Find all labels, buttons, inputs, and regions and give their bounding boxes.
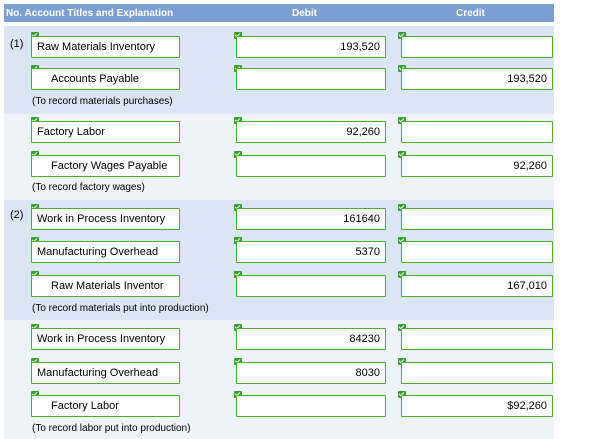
- entry-number-2: (2): [10, 209, 24, 221]
- header-no: No.: [6, 8, 23, 19]
- credit-field[interactable]: 193,520: [401, 68, 553, 90]
- entry-explanation: (To record labor put into production): [32, 423, 191, 434]
- credit-field[interactable]: [401, 121, 553, 143]
- account-field-manufacturing-overhead[interactable]: Manufacturing Overhead: [31, 362, 180, 384]
- debit-field[interactable]: [236, 68, 386, 90]
- header-no-and-titles: No. Account Titles and Explanation: [6, 8, 173, 19]
- header-titles: Account Titles and Explanation: [24, 8, 174, 19]
- account-field-factory-labor[interactable]: Factory Labor: [31, 395, 180, 417]
- debit-field[interactable]: 8030: [236, 362, 386, 384]
- check-icon: [398, 151, 406, 158]
- check-icon: [234, 237, 242, 244]
- check-icon: [234, 117, 242, 124]
- check-icon: [234, 391, 242, 398]
- debit-field[interactable]: 161640: [236, 208, 386, 230]
- credit-field[interactable]: [401, 241, 553, 263]
- check-icon: [31, 271, 39, 278]
- check-icon: [31, 324, 39, 331]
- account-field-work-in-process-inventory[interactable]: Work in Process Inventory: [31, 328, 180, 350]
- debit-field[interactable]: [236, 155, 386, 177]
- table-header: No. Account Titles and Explanation Debit…: [4, 4, 554, 22]
- check-icon: [31, 204, 39, 211]
- debit-field[interactable]: 193,520: [236, 36, 386, 58]
- check-icon: [398, 237, 406, 244]
- credit-field[interactable]: 167,010: [401, 275, 553, 297]
- debit-field[interactable]: 5370: [236, 241, 386, 263]
- check-icon: [234, 358, 242, 365]
- debit-field[interactable]: [236, 395, 386, 417]
- check-icon: [234, 151, 242, 158]
- check-icon: [398, 32, 406, 39]
- check-icon: [398, 391, 406, 398]
- account-field-factory-wages-payable[interactable]: Factory Wages Payable: [31, 155, 180, 177]
- check-icon: [234, 271, 242, 278]
- check-icon: [398, 271, 406, 278]
- check-icon: [398, 358, 406, 365]
- header-debit: Debit: [292, 8, 317, 19]
- debit-field[interactable]: [236, 275, 386, 297]
- account-field-manufacturing-overhead[interactable]: Manufacturing Overhead: [31, 241, 180, 263]
- credit-field[interactable]: [401, 208, 553, 230]
- debit-field[interactable]: 92,260: [236, 121, 386, 143]
- credit-field[interactable]: $92,260: [401, 395, 553, 417]
- check-icon: [234, 324, 242, 331]
- account-field-raw-materials-inventory[interactable]: Raw Materials Inventory: [31, 36, 180, 58]
- account-field-factory-labor[interactable]: Factory Labor: [31, 121, 180, 143]
- check-icon: [31, 151, 39, 158]
- account-field-accounts-payable[interactable]: Accounts Payable: [31, 68, 180, 90]
- credit-field[interactable]: [401, 362, 553, 384]
- check-icon: [31, 32, 39, 39]
- credit-field[interactable]: [401, 328, 553, 350]
- account-field-work-in-process-inventory[interactable]: Work in Process Inventory: [31, 208, 180, 230]
- entry-explanation: (To record factory wages): [32, 182, 145, 193]
- check-icon: [31, 117, 39, 124]
- check-icon: [234, 32, 242, 39]
- header-credit: Credit: [456, 8, 485, 19]
- debit-field[interactable]: 84230: [236, 328, 386, 350]
- check-icon: [31, 358, 39, 365]
- check-icon: [398, 117, 406, 124]
- check-icon: [31, 237, 39, 244]
- journal-entry-table: No. Account Titles and Explanation Debit…: [4, 4, 554, 439]
- entry-explanation: (To record materials put into production…: [32, 303, 209, 314]
- account-field-raw-materials-inventor[interactable]: Raw Materials Inventor: [31, 275, 180, 297]
- check-icon: [398, 204, 406, 211]
- check-icon: [398, 324, 406, 331]
- entry-explanation: (To record materials purchases): [32, 96, 173, 107]
- credit-field[interactable]: 92,260: [401, 155, 553, 177]
- credit-field[interactable]: [401, 36, 553, 58]
- entry-number-1: (1): [10, 38, 24, 50]
- check-icon: [31, 391, 39, 398]
- check-icon: [234, 204, 242, 211]
